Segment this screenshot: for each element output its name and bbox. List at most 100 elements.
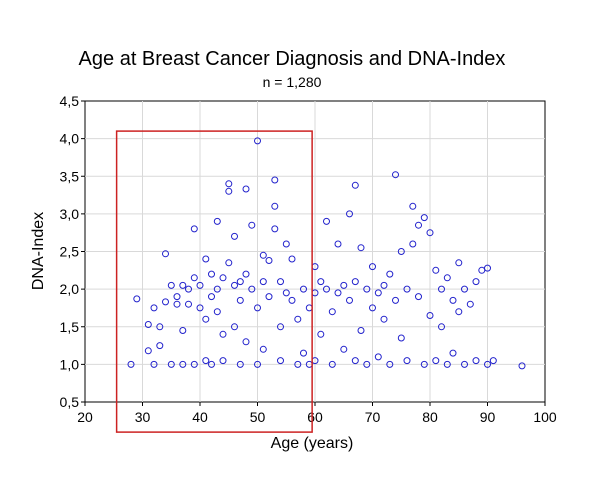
x-tick-label: 60 bbox=[307, 409, 323, 425]
data-point bbox=[213, 285, 221, 293]
data-point bbox=[259, 251, 267, 259]
data-point bbox=[156, 342, 164, 350]
data-point bbox=[340, 345, 348, 353]
data-point bbox=[259, 278, 267, 286]
data-point bbox=[386, 360, 394, 368]
y-tick-label: 3,5 bbox=[60, 168, 80, 184]
data-point bbox=[346, 210, 353, 218]
data-point bbox=[455, 259, 463, 267]
data-point bbox=[357, 327, 365, 334]
data-point bbox=[277, 278, 284, 286]
data-point bbox=[162, 298, 169, 306]
data-point bbox=[294, 360, 302, 368]
data-point bbox=[156, 323, 164, 331]
data-point bbox=[225, 180, 233, 188]
data-point bbox=[432, 266, 440, 274]
data-point bbox=[443, 274, 451, 282]
data-point bbox=[426, 229, 434, 237]
y-tick-label: 2,0 bbox=[60, 281, 80, 297]
data-point bbox=[466, 300, 474, 308]
data-point bbox=[265, 257, 273, 264]
data-point bbox=[236, 296, 244, 304]
data-point bbox=[432, 357, 440, 365]
data-point bbox=[190, 225, 198, 233]
data-point bbox=[248, 221, 256, 229]
data-point bbox=[150, 304, 158, 312]
data-point bbox=[196, 281, 204, 289]
data-point bbox=[196, 304, 204, 312]
data-point bbox=[484, 264, 491, 272]
data-point bbox=[190, 274, 198, 282]
y-tick-label: 1,0 bbox=[60, 356, 80, 372]
data-point bbox=[392, 171, 399, 179]
data-point bbox=[438, 285, 445, 293]
data-point bbox=[380, 281, 388, 289]
data-point bbox=[346, 296, 353, 304]
data-point bbox=[271, 202, 279, 210]
data-point bbox=[219, 330, 227, 338]
chart-subtitle: n = 1,280 bbox=[263, 74, 322, 90]
data-point bbox=[300, 349, 307, 357]
data-point bbox=[351, 357, 359, 365]
data-point bbox=[369, 263, 376, 271]
x-tick-labels: 20 30 40 50 60 70 80 90 100 bbox=[77, 409, 557, 425]
data-point bbox=[271, 176, 279, 184]
data-point bbox=[242, 338, 250, 346]
data-point bbox=[403, 285, 411, 293]
grid-lines bbox=[81, 100, 546, 406]
data-point bbox=[288, 255, 296, 263]
chart-title: Age at Breast Cancer Diagnosis and DNA-I… bbox=[79, 48, 506, 70]
data-point bbox=[415, 221, 422, 229]
y-tick-label: 1,5 bbox=[60, 319, 80, 335]
data-point bbox=[328, 308, 336, 316]
y-tick-label: 4,5 bbox=[60, 93, 80, 109]
data-point bbox=[403, 357, 411, 365]
data-point bbox=[190, 360, 198, 368]
data-point bbox=[179, 281, 187, 289]
data-point bbox=[254, 137, 261, 145]
data-point bbox=[173, 293, 181, 301]
data-point bbox=[420, 214, 428, 222]
data-point bbox=[231, 281, 238, 289]
data-point bbox=[254, 304, 261, 312]
x-tick-label: 50 bbox=[250, 409, 266, 425]
data-point bbox=[173, 300, 181, 308]
data-point bbox=[340, 281, 348, 289]
data-point bbox=[231, 323, 238, 331]
data-point bbox=[202, 255, 210, 263]
data-point bbox=[259, 345, 267, 353]
data-point bbox=[277, 357, 284, 365]
data-point bbox=[380, 315, 388, 323]
data-point bbox=[415, 293, 422, 301]
data-point bbox=[213, 217, 221, 225]
data-point bbox=[328, 360, 336, 368]
x-tick-label: 20 bbox=[77, 409, 93, 425]
data-point bbox=[219, 357, 227, 365]
data-point bbox=[374, 353, 382, 361]
data-point bbox=[208, 270, 215, 278]
data-point bbox=[363, 285, 371, 293]
data-point bbox=[219, 274, 227, 282]
data-point bbox=[242, 270, 250, 278]
data-point bbox=[294, 315, 302, 323]
data-point bbox=[242, 185, 250, 193]
data-point bbox=[144, 321, 152, 328]
data-point bbox=[202, 357, 210, 365]
data-point bbox=[438, 323, 445, 331]
data-point bbox=[397, 334, 405, 342]
data-point bbox=[288, 296, 296, 304]
data-point bbox=[231, 232, 238, 240]
data-point bbox=[202, 315, 210, 323]
data-point bbox=[225, 187, 233, 195]
data-point bbox=[357, 244, 365, 252]
data-point bbox=[213, 308, 221, 316]
data-point bbox=[133, 295, 141, 303]
data-point bbox=[455, 308, 463, 316]
data-point bbox=[484, 360, 491, 368]
data-point bbox=[317, 278, 325, 286]
data-point bbox=[144, 347, 152, 355]
data-point bbox=[167, 360, 175, 368]
y-tick-label: 4,0 bbox=[60, 131, 80, 147]
data-point bbox=[185, 300, 192, 308]
data-point bbox=[334, 240, 342, 248]
